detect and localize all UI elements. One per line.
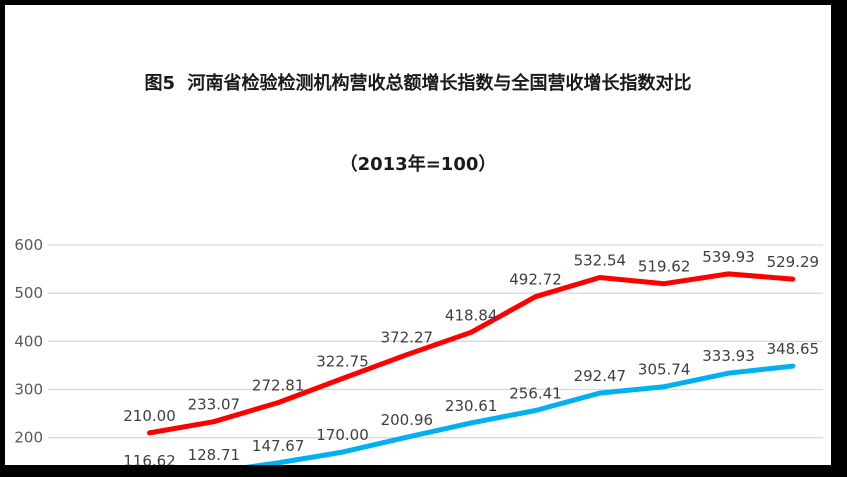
data-label: 372.27 bbox=[381, 329, 434, 347]
data-label: 200.96 bbox=[381, 411, 434, 429]
data-label: 256.41 bbox=[509, 384, 562, 402]
data-label: 532.54 bbox=[574, 251, 627, 269]
chart-title: 图5 河南省检验检测机构营收总额增长指数与全国营收增长指数对比 bbox=[144, 73, 692, 94]
data-label: 147.67 bbox=[252, 437, 305, 455]
data-label: 170.00 bbox=[316, 426, 369, 444]
data-label: 128.71 bbox=[188, 446, 241, 464]
chart-subtitle: （2013年=100） bbox=[339, 154, 497, 175]
data-label: 116.62 bbox=[123, 452, 176, 470]
data-label: 348.65 bbox=[767, 340, 820, 358]
y-tick-label: 200 bbox=[14, 429, 43, 447]
chart-title-block: 图5 河南省检验检测机构营收总额增长指数与全国营收增长指数对比 （2013年=1… bbox=[5, 16, 831, 232]
data-label: 322.75 bbox=[316, 353, 369, 371]
plot-area: 0100200300400500600201320142015201620172… bbox=[14, 236, 823, 470]
data-label: 272.81 bbox=[252, 377, 305, 395]
data-label: 492.72 bbox=[509, 271, 562, 289]
y-tick-label: 300 bbox=[14, 381, 43, 399]
series-line-1 bbox=[245, 363, 796, 465]
data-label: 233.07 bbox=[188, 396, 241, 414]
y-tick-label: 400 bbox=[14, 332, 43, 350]
data-label: 333.93 bbox=[702, 347, 755, 365]
data-label: 539.93 bbox=[702, 248, 755, 266]
data-label: 418.84 bbox=[445, 306, 498, 324]
data-label: 305.74 bbox=[638, 361, 691, 379]
data-label: 230.61 bbox=[445, 397, 498, 415]
y-tick-label: 600 bbox=[14, 236, 43, 254]
data-label: 292.47 bbox=[574, 367, 627, 385]
series-line-0 bbox=[147, 271, 796, 436]
data-label: 210.00 bbox=[123, 407, 176, 425]
data-label: 529.29 bbox=[767, 253, 820, 271]
y-tick-label: 500 bbox=[14, 284, 43, 302]
data-label: 519.62 bbox=[638, 258, 691, 276]
